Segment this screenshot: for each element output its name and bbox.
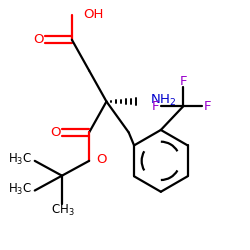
Text: H$_3$C: H$_3$C xyxy=(8,152,32,167)
Text: F: F xyxy=(152,100,159,113)
Text: O: O xyxy=(50,126,60,139)
Text: OH: OH xyxy=(83,8,103,22)
Text: F: F xyxy=(203,100,211,113)
Text: NH$_2$: NH$_2$ xyxy=(150,93,176,108)
Text: H$_3$C: H$_3$C xyxy=(8,182,32,197)
Text: O: O xyxy=(33,33,44,46)
Text: CH$_3$: CH$_3$ xyxy=(51,203,75,218)
Text: O: O xyxy=(96,153,106,166)
Text: F: F xyxy=(179,75,187,88)
